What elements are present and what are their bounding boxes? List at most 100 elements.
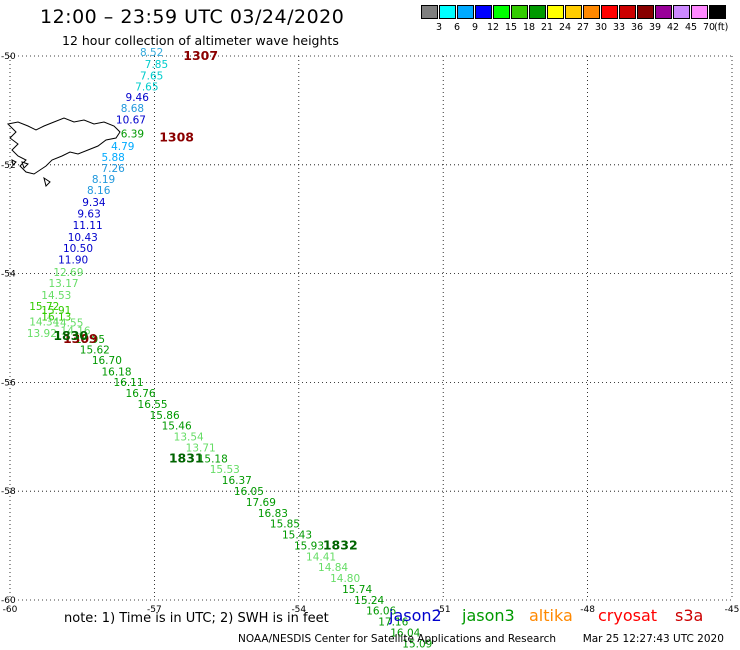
swh-observation: 17.69 (246, 497, 276, 509)
colorbar-swatch (529, 5, 546, 19)
page-title: 12:00 – 23:59 UTC 03/24/2020 (40, 6, 345, 28)
swh-observation: 17.16 (378, 617, 408, 629)
colorbar-swatch (493, 5, 510, 19)
colorbar-swatch (619, 5, 636, 19)
lon-tick-label: -48 (580, 605, 595, 615)
lat-tick-label: -56 (1, 378, 16, 388)
swh-observation: 8.52 (140, 47, 163, 59)
falkland-islands-shape (6, 117, 121, 175)
colorbar-swatch (565, 5, 582, 19)
colorbar-label: 42 (666, 22, 680, 33)
swh-observation: 15.93 (294, 540, 324, 552)
credit-text: NOAA/NESDIS Center for Satellite Applica… (238, 633, 556, 645)
lat-tick-label: -52 (1, 161, 16, 171)
swh-observation: 15.74 (342, 584, 372, 596)
swh-observation: 8.16 (87, 185, 111, 197)
swh-observation: 14.80 (330, 573, 360, 585)
swh-observation: 15.09 (402, 638, 432, 650)
swh-observation: 15.95 (75, 334, 105, 346)
generated-timestamp: Mar 25 12:27:43 UTC 2020 (582, 633, 724, 645)
colorbar-label: 15 (504, 22, 518, 33)
lon-tick-label: -54 (291, 605, 306, 615)
lat-tick-label: -50 (1, 52, 16, 62)
colorbar-swatch (547, 5, 564, 19)
swh-observation: 10.67 (116, 114, 146, 126)
colorbar-label: 39 (648, 22, 662, 33)
colorbar-label: 30 (594, 22, 608, 33)
swh-observation: 4.79 (111, 141, 134, 153)
swh-observation: 14.55 (53, 317, 83, 329)
colorbar-label: 6 (453, 22, 461, 33)
swh-observation: 15.53 (210, 464, 240, 476)
colorbar-swatch (457, 5, 474, 19)
colorbar-label: 3 (435, 22, 443, 33)
swh-observation: 11.11 (73, 220, 103, 232)
colorbar-swatch (421, 5, 438, 19)
colorbar-label: 21 (540, 22, 554, 33)
swh-observation: 8.19 (92, 174, 115, 186)
small-island-shape (21, 161, 29, 169)
swh-observation: 15.62 (80, 345, 110, 357)
colorbar-swatch (655, 5, 672, 19)
track-label: 1307 (183, 48, 218, 63)
swh-observation: 16.83 (258, 508, 288, 520)
satellite-name: cryosat (598, 606, 658, 625)
swh-observation: 16.70 (92, 355, 122, 367)
swh-observation: 15.86 (150, 410, 180, 422)
satellite-name: altika (529, 606, 573, 625)
colorbar-swatch (637, 5, 654, 19)
track-label: 1309 (63, 331, 98, 346)
swh-observation: 16.06 (366, 606, 396, 618)
swh-observation: 14.53 (41, 290, 71, 302)
colorbar-swatch (475, 5, 492, 19)
swh-observation: 15.43 (282, 530, 312, 542)
swh-observation: 15.85 (270, 519, 300, 531)
swh-observation: 16.11 (113, 377, 143, 389)
swh-observation: 10.43 (68, 232, 98, 244)
small-island-shape (43, 176, 51, 187)
small-island-shape (11, 159, 17, 167)
colorbar-swatch (673, 5, 690, 19)
colorbar-swatch (583, 5, 600, 19)
satellite-name: s3a (675, 606, 704, 625)
lat-tick-label: -60 (1, 596, 16, 606)
footer-note: note: 1) Time is in UTC; 2) SWH is in fe… (64, 611, 329, 626)
colorbar-swatch (691, 5, 708, 19)
swh-observation: 14.16 (61, 326, 91, 338)
lon-tick-label: -51 (436, 605, 451, 615)
swh-observation: 13.71 (186, 442, 216, 454)
colorbar-label: 33 (612, 22, 626, 33)
swh-observation: 9.34 (82, 197, 106, 209)
swh-observation: 11.90 (58, 254, 88, 266)
swh-observation: 13.92 (27, 328, 57, 340)
swh-observation: 15.91 (41, 305, 71, 317)
swh-observation: 15.72 (29, 301, 59, 313)
swh-observation: 8.68 (121, 103, 144, 115)
lat-tick-label: -58 (1, 487, 16, 497)
swh-observation: 5.88 (101, 152, 124, 164)
track-label: 1832 (323, 538, 358, 553)
track-label: 1308 (159, 130, 194, 145)
swh-observation: 14.41 (306, 551, 336, 563)
swh-observation: 7.85 (145, 59, 168, 71)
colorbar-unit: (ft) (714, 22, 729, 33)
swh-observation: 7.65 (140, 70, 163, 82)
colorbar-label: 18 (522, 22, 536, 33)
colorbar-label: 9 (471, 22, 479, 33)
swh-observation: 13.54 (174, 432, 204, 444)
swh-observation: 16.13 (41, 311, 71, 323)
colorbar-label: 12 (486, 22, 500, 33)
swh-observation: 9.46 (126, 92, 150, 104)
lon-tick-label: -57 (147, 605, 162, 615)
track-label: 1831 (169, 451, 204, 466)
swh-observation: 15.24 (354, 595, 384, 607)
colorbar-swatch (601, 5, 618, 19)
swh-observation: 7.65 (135, 81, 158, 93)
swh-observation: 16.37 (222, 475, 252, 487)
track-label: 1830 (53, 328, 88, 343)
swh-observation: 7.26 (101, 163, 125, 175)
swh-observation: 12.69 (53, 267, 83, 279)
swh-observation: 15.18 (198, 453, 228, 465)
